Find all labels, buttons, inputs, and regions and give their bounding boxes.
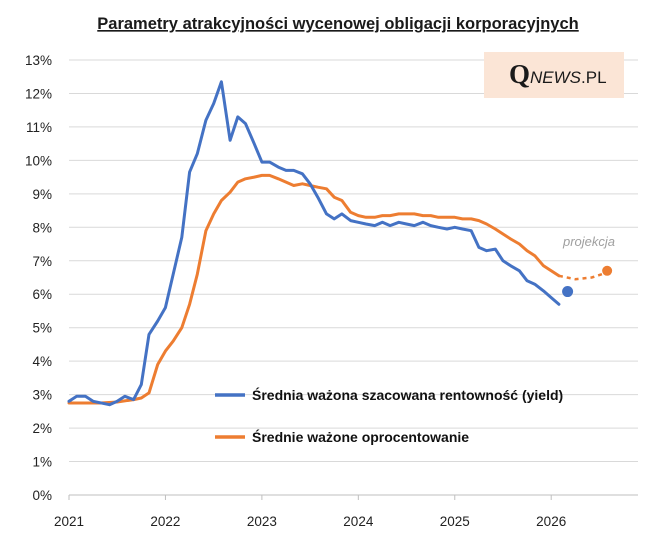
logo-news: NEWS	[530, 68, 582, 87]
y-tick-label: 5%	[32, 321, 52, 336]
series	[67, 80, 613, 407]
projection-line-coupon	[558, 271, 608, 281]
x-tick-label: 2021	[54, 514, 84, 529]
legend-label-coupon: Średnie ważone oprocentowanie	[252, 428, 469, 445]
x-axis-ticks: 2021 2022 2023 2024 2025 2026	[54, 514, 566, 529]
marker-yield	[562, 286, 574, 298]
y-tick-label: 10%	[25, 153, 52, 168]
y-tick-label: 2%	[32, 421, 52, 436]
y-tick-label: 0%	[32, 488, 52, 503]
x-tick-label: 2024	[343, 514, 374, 529]
x-tick-label: 2023	[247, 514, 277, 529]
logo-q: Q	[509, 59, 530, 89]
y-tick-label: 11%	[26, 120, 52, 135]
y-tick-label: 6%	[32, 287, 52, 302]
legend-label-yield: Średnia ważona szacowana rentowność (yie…	[252, 386, 563, 403]
svg-text:QNEWS.PL: QNEWS.PL	[509, 59, 607, 89]
y-tick-label: 3%	[32, 388, 52, 403]
x-tick-label: 2026	[536, 514, 566, 529]
y-axis-ticks: 0% 1% 2% 3% 4% 5% 6% 7% 8% 9% 10% 11% 12% 13%	[25, 53, 52, 503]
series-line-coupon	[67, 173, 561, 405]
y-tick-label: 12%	[25, 86, 52, 101]
marker-coupon	[602, 265, 613, 276]
logo-pl: .PL	[581, 68, 607, 87]
y-tick-label: 8%	[32, 220, 52, 235]
qnews-logo: QNEWS.PL	[484, 52, 624, 98]
x-tick-label: 2022	[150, 514, 180, 529]
logo-background	[484, 52, 624, 98]
y-tick-label: 13%	[25, 53, 52, 68]
chart-title: Parametry atrakcyjności wycenowej obliga…	[97, 15, 578, 33]
x-tick-label: 2025	[440, 514, 470, 529]
y-tick-label: 7%	[32, 254, 52, 269]
y-tick-label: 1%	[32, 455, 52, 470]
legend: Średnia ważona szacowana rentowność (yie…	[215, 386, 563, 445]
y-tick-label: 4%	[32, 354, 52, 369]
y-tick-label: 9%	[32, 187, 52, 202]
series-line-yield	[67, 80, 561, 407]
projection-annotation: projekcja	[562, 234, 615, 249]
